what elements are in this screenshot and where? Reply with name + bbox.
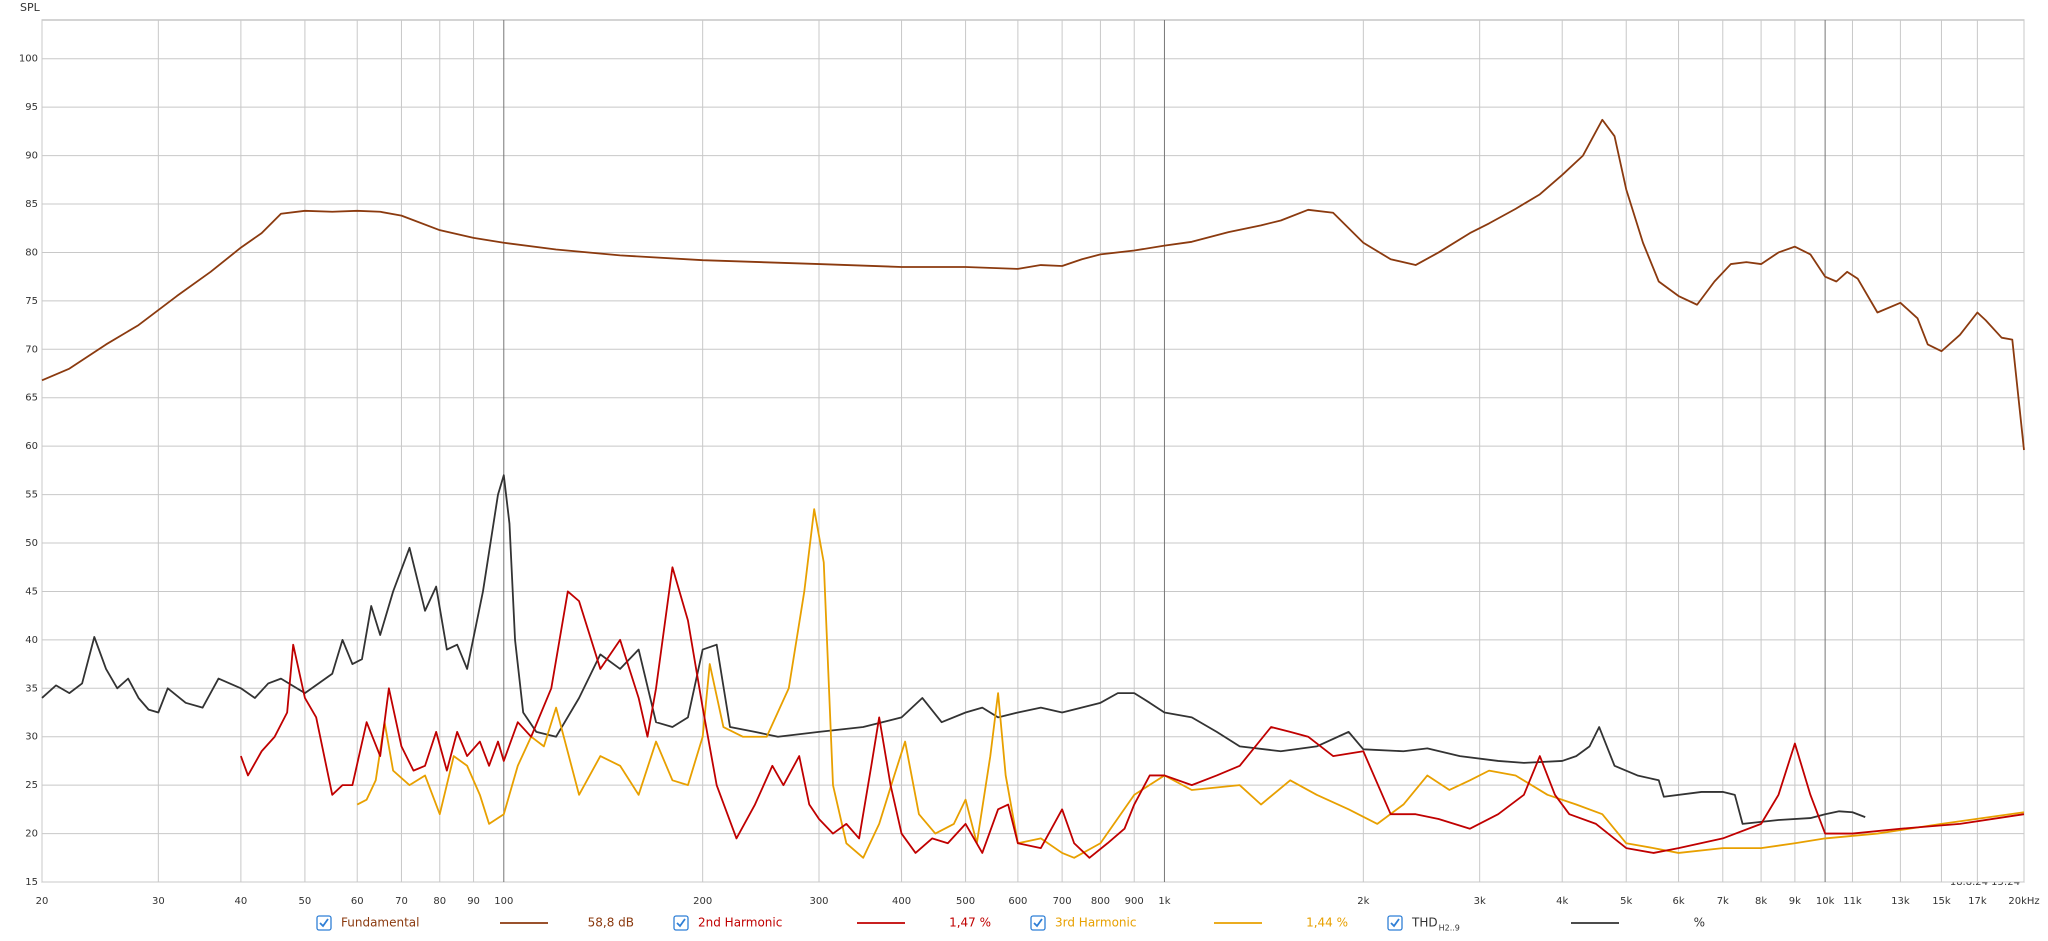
series-line: [356, 508, 2025, 859]
x-tick-label: 90: [467, 896, 480, 907]
x-tick-label: 40: [235, 896, 248, 907]
x-tick-label: 13k: [1891, 896, 1910, 907]
y-tick-label: 40: [25, 635, 38, 646]
plot-area: [41, 19, 2025, 883]
legend-checkbox[interactable]: [316, 915, 332, 931]
y-tick-label: 75: [25, 296, 38, 307]
y-tick-label: 55: [25, 490, 38, 501]
x-tick-label: 10k: [1816, 896, 1835, 907]
legend-item: 3rd Harmonic 1,44 %: [1030, 915, 1348, 931]
legend-checkbox[interactable]: [1030, 915, 1046, 931]
legend-check: [1390, 918, 1400, 928]
legend-readout: 58,8 dB: [588, 916, 634, 930]
x-tick-label: 5k: [1620, 896, 1632, 907]
x-tick-label: 15k: [1932, 896, 1951, 907]
x-tick-label: 200: [693, 896, 712, 907]
y-tick-label: 45: [25, 586, 38, 597]
x-tick-label: 2k: [1357, 896, 1369, 907]
x-tick-label: 11k: [1843, 896, 1862, 907]
x-tick-label: 70: [395, 896, 408, 907]
x-tick-label: 800: [1091, 896, 1110, 907]
legend-label: THD: [1411, 916, 1438, 930]
legend-item: Fundamental 58,8 dB: [316, 915, 634, 931]
x-tick-label: 4k: [1556, 896, 1568, 907]
legend-check: [676, 918, 686, 928]
y-tick-label: 25: [25, 780, 38, 791]
legend-readout: 1,47 %: [949, 916, 991, 930]
x-tick-label: 700: [1053, 896, 1072, 907]
series-line: [41, 474, 1866, 825]
y-tick-label: 85: [25, 199, 38, 210]
x-tick-label: 7k: [1717, 896, 1729, 907]
x-tick-label: 20: [36, 896, 49, 907]
legend-item: 2nd Harmonic 1,47 %: [673, 915, 991, 931]
legend-checkbox[interactable]: [673, 915, 689, 931]
y-tick-label: 100: [19, 54, 38, 65]
legend-check: [319, 918, 329, 928]
x-tick-label: 1k: [1158, 896, 1170, 907]
x-tick-label: 6k: [1672, 896, 1684, 907]
y-axis-label: SPL: [20, 1, 41, 14]
y-tick-label: 70: [25, 344, 38, 355]
x-tick-label: 30: [152, 896, 165, 907]
legend-label-sub: H2..9: [1439, 924, 1460, 933]
y-tick-label: 65: [25, 393, 38, 404]
legend-label: Fundamental: [341, 916, 420, 930]
legend-readout: %: [1694, 916, 1705, 930]
y-tick-label: 15: [25, 877, 38, 888]
x-tick-label: 9k: [1789, 896, 1801, 907]
y-tick-label: 95: [25, 102, 38, 113]
y-tick-label: 20: [25, 829, 38, 840]
x-tick-label: 80: [433, 896, 446, 907]
x-tick-label: 500: [956, 896, 975, 907]
legend-label: 3rd Harmonic: [1055, 916, 1136, 930]
y-tick-label: 35: [25, 683, 38, 694]
x-tick-label: 20kHz: [2008, 896, 2039, 907]
y-tick-label: 90: [25, 151, 38, 162]
legend-checkbox[interactable]: [1387, 915, 1403, 931]
y-tick-label: 80: [25, 247, 38, 258]
legend-readout: 1,44 %: [1306, 916, 1348, 930]
series-line: [240, 566, 2025, 859]
legend-check: [1033, 918, 1043, 928]
legend-label: 2nd Harmonic: [698, 916, 782, 930]
x-tick-label: 8k: [1755, 896, 1767, 907]
x-tick-label: 50: [299, 896, 312, 907]
x-tick-label: 300: [809, 896, 828, 907]
series-line: [41, 118, 2025, 451]
y-tick-label: 50: [25, 538, 38, 549]
x-tick-label: 400: [892, 896, 911, 907]
x-tick-label: 600: [1008, 896, 1027, 907]
y-tick-label: 30: [25, 732, 38, 743]
x-tick-label: 100: [494, 896, 513, 907]
x-tick-label: 3k: [1474, 896, 1486, 907]
x-tick-label: 60: [351, 896, 364, 907]
y-tick-label: 60: [25, 441, 38, 452]
x-tick-label: 900: [1125, 896, 1144, 907]
x-tick-label: 17k: [1968, 896, 1987, 907]
legend-item: THD H2..9%: [1387, 915, 1705, 933]
